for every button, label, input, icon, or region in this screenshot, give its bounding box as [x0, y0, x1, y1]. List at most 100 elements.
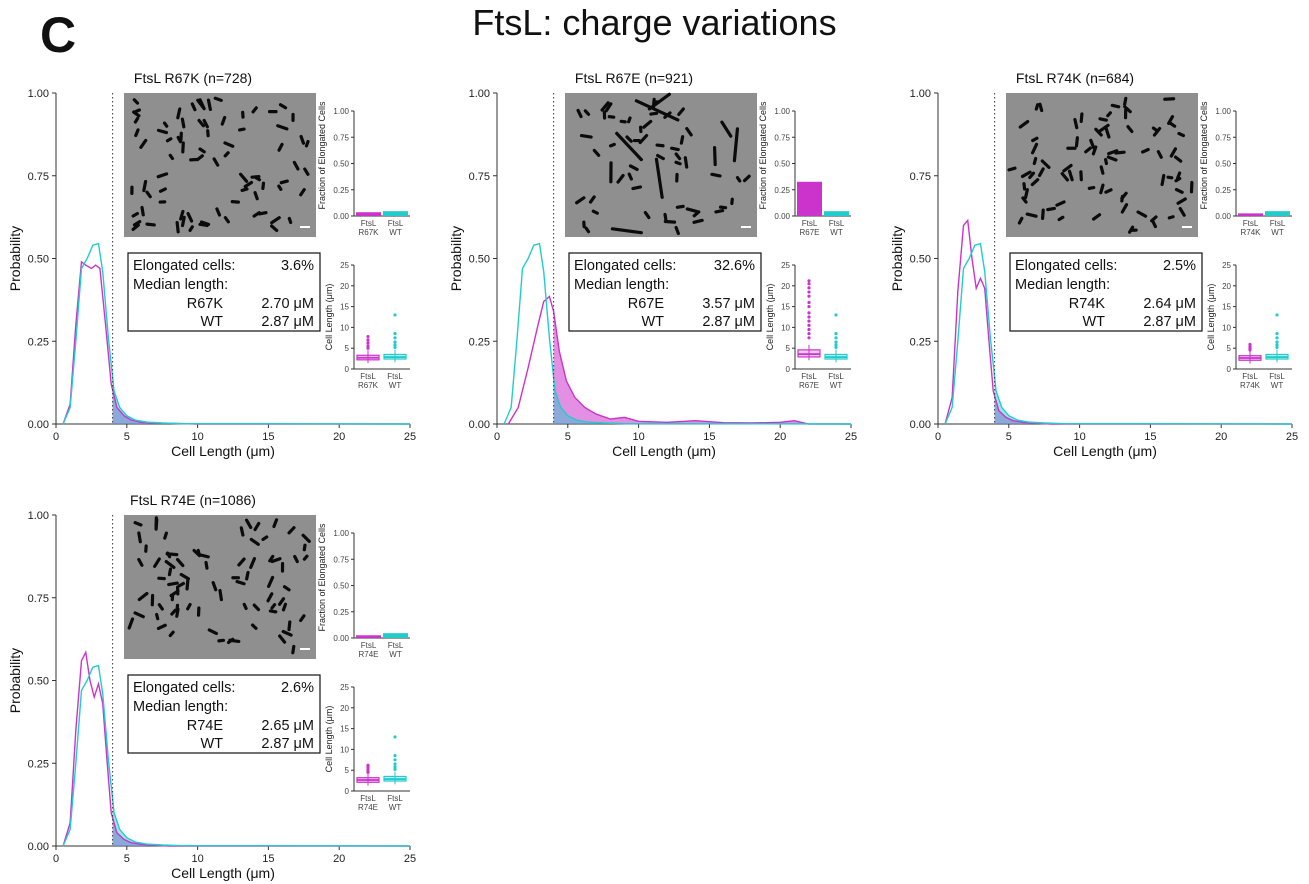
chart-panel-2: FtsL R67E (n=921) 0.00 0.25 0.50 0.75 1.00 0 5 1…: [448, 70, 857, 459]
micrograph-cell: [1032, 156, 1038, 166]
micrograph-cell: [158, 200, 167, 204]
figure-title: FtsL: charge variations: [472, 2, 837, 43]
micrograph-cell: [685, 126, 693, 137]
boxplot-outlier: [393, 332, 397, 336]
boxplot-y-tick-label: 10: [1222, 323, 1231, 332]
boxplot-y-tick-label: 0: [345, 365, 350, 374]
boxplot-category-label: FtsL: [387, 372, 403, 381]
micrograph-cell: [1073, 117, 1079, 130]
micrograph-cell: [204, 560, 209, 570]
micrograph-cell: [270, 224, 279, 233]
micrograph-cell: [177, 581, 186, 588]
y-tick-label: 0.50: [28, 676, 49, 688]
boxplot-outlier: [393, 765, 397, 769]
micrograph-cell: [277, 184, 283, 191]
micrograph-cell: [165, 551, 172, 559]
micrograph-cell: [677, 107, 685, 116]
micrograph-cell: [1151, 219, 1158, 229]
micrograph-cell: [281, 602, 288, 612]
boxplot-y-tick-label: 15: [1222, 303, 1231, 312]
x-tick-label: 25: [404, 853, 416, 865]
boxplot-outlier: [1275, 343, 1279, 347]
stats-box-border: [127, 252, 321, 332]
boxplot-outlier: [393, 758, 397, 762]
micrograph-cell: [195, 154, 204, 162]
micrograph-cell: [1018, 119, 1030, 129]
micrograph-cell: [1031, 142, 1039, 155]
fraction-y-tick-label: 0.50: [333, 160, 349, 169]
micrograph-cell: [609, 161, 613, 184]
micrograph-cell: [1021, 196, 1028, 204]
micrograph-cell: [267, 575, 275, 588]
micrograph-cell: [277, 142, 284, 152]
fraction-y-tick-label: 1.00: [333, 107, 349, 116]
mutant-median: 3.57 μM: [702, 296, 755, 312]
y-tick-label: 0.25: [469, 336, 490, 348]
tail-area-mutant: [994, 395, 1292, 424]
boxplot-category-label: WT: [389, 381, 402, 390]
micrograph-cell: [1127, 225, 1135, 234]
micrograph-cell: [642, 119, 653, 129]
micrograph-cell: [142, 179, 148, 193]
micrograph-cell: [278, 103, 288, 110]
y-tick-label: 0.75: [469, 171, 490, 183]
fraction-y-tick-label: 0.25: [333, 608, 349, 617]
boxplot-outlier: [807, 332, 811, 336]
boxplot-y-tick-label: 20: [1222, 282, 1231, 291]
boxplot-category-label: FtsL: [387, 794, 403, 803]
micrograph-cell: [663, 212, 668, 222]
y-tick-label: 0.00: [910, 419, 931, 431]
micrograph-cell: [1022, 182, 1027, 191]
boxplot-outlier: [834, 343, 838, 347]
micrograph-cell: [132, 108, 141, 114]
x-tick-label: 5: [1006, 431, 1012, 443]
micrograph-cell: [145, 190, 152, 199]
micrograph-cell: [140, 205, 145, 217]
micrograph-cell: [192, 548, 202, 558]
boxplot-outlier: [807, 294, 811, 298]
boxplot-outlier: [393, 340, 397, 344]
y-tick-label: 1.00: [28, 88, 49, 100]
micrograph-cell: [211, 581, 218, 592]
micrograph-cell: [175, 220, 180, 234]
mutant-median: 2.70 μM: [261, 296, 314, 312]
micrograph-cell: [282, 585, 291, 592]
boxplot-y-tick-label: 5: [345, 766, 350, 775]
y-tick-label: 1.00: [910, 88, 931, 100]
micrograph-cell: [176, 107, 182, 120]
fraction-y-tick-label: 1.00: [774, 107, 790, 116]
micrograph-cell: [133, 521, 143, 527]
stats-box: Elongated cells: 2.6% Median length: R74E 2.…: [127, 674, 321, 754]
micrograph-cell: [231, 576, 241, 580]
micrograph-cell: [584, 226, 591, 234]
y-tick-label: 0.25: [910, 336, 931, 348]
x-axis-label: Cell Length (μm): [171, 865, 275, 881]
chart-panel-1: FtsL R67K (n=728) 0.00 0.25 0.50 0.75 1.00 0 5 1…: [7, 70, 416, 459]
boxplot-category-label: R74E: [358, 803, 378, 812]
boxplot-outlier: [393, 336, 397, 340]
stats-box: Elongated cells: 32.6% Median length: R67E 3…: [568, 252, 762, 332]
chart-panel-3: FtsL R74K (n=684) 0.00 0.25 0.50 0.75 1.00 0 5 1…: [889, 70, 1298, 459]
stats-box-border: [127, 674, 321, 754]
micrograph-cell: [675, 204, 685, 209]
boxplot-category-label: FtsL: [1269, 372, 1285, 381]
micrograph-cell: [604, 102, 613, 113]
x-axis-label: Cell Length (μm): [612, 443, 716, 459]
density-curve-wt: [62, 242, 411, 425]
boxplot-y-tick-label: 25: [1222, 261, 1231, 270]
micrograph-cell: [1055, 200, 1066, 207]
y-tick-label: 0.25: [28, 758, 49, 770]
boxplot-category-label: R67E: [799, 381, 819, 390]
micrograph-cell: [1040, 208, 1045, 221]
boxplot-outlier: [1275, 313, 1279, 317]
fraction-category-label: WT: [1271, 228, 1284, 237]
fraction-category-label: FtsL: [1243, 219, 1259, 228]
micrograph-cell: [1020, 170, 1032, 179]
micrograph-cell: [1017, 216, 1024, 225]
chart-title: FtsL R74K (n=684): [1016, 70, 1134, 86]
boxplot-y-tick-label: 20: [781, 282, 790, 291]
scale-bar: [300, 226, 310, 228]
micrograph-cell: [1156, 150, 1163, 159]
